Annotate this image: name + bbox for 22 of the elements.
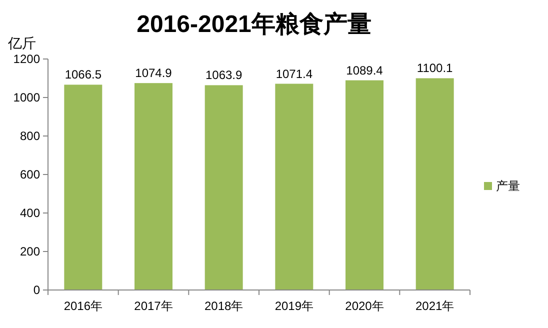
x-tick-label: 2016年 [64, 299, 103, 313]
chart-title: 2016-2021年粮食产量 [136, 11, 372, 38]
legend-label: 产量 [496, 179, 520, 194]
data-label: 1066.5 [64, 68, 102, 82]
x-tick-label: 2017年 [134, 299, 173, 313]
y-tick-label: 600 [20, 168, 40, 182]
data-label: 1100.1 [416, 61, 454, 76]
x-tick-label: 2021年 [415, 299, 454, 313]
data-label: 1089.4 [346, 63, 384, 78]
y-axis-title: 亿斤 [7, 35, 36, 51]
y-tick-label: 1000 [13, 90, 40, 105]
x-tick-label: 2020年 [345, 299, 384, 313]
x-tick-label: 2019年 [274, 299, 314, 313]
y-tick-label: 400 [20, 206, 40, 220]
y-tick-label: 200 [20, 244, 40, 259]
y-tick-label: 800 [20, 129, 40, 144]
y-tick-label: 0 [33, 283, 40, 298]
data-label: 1074.9 [135, 66, 172, 80]
x-tick-label: 2018年 [204, 299, 244, 313]
y-tick-label: 1200 [13, 52, 40, 66]
data-label: 1071.4 [276, 66, 313, 81]
data-label: 1063.9 [205, 68, 243, 82]
